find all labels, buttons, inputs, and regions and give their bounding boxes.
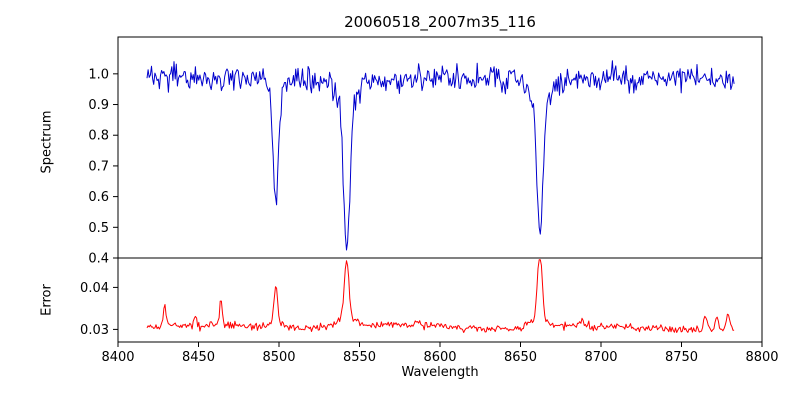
svg-text:8800: 8800 <box>745 350 778 365</box>
svg-text:8450: 8450 <box>182 350 215 365</box>
svg-text:1.0: 1.0 <box>88 67 109 82</box>
svg-text:0.5: 0.5 <box>88 221 109 236</box>
svg-text:0.03: 0.03 <box>80 323 109 338</box>
x-axis-label: Wavelength <box>401 365 479 380</box>
svg-text:8700: 8700 <box>584 350 617 365</box>
svg-text:0.6: 0.6 <box>88 190 109 205</box>
svg-text:0.4: 0.4 <box>88 252 109 267</box>
svg-text:8650: 8650 <box>504 350 537 365</box>
svg-text:0.7: 0.7 <box>88 159 109 174</box>
svg-text:8550: 8550 <box>343 350 376 365</box>
svg-text:0.9: 0.9 <box>88 98 109 113</box>
svg-text:0.04: 0.04 <box>80 281 109 296</box>
svg-text:0.8: 0.8 <box>88 129 109 144</box>
svg-text:8500: 8500 <box>262 350 295 365</box>
svg-text:8400: 8400 <box>101 350 134 365</box>
svg-text:8750: 8750 <box>665 350 698 365</box>
svg-text:8600: 8600 <box>423 350 456 365</box>
chart-title: 20060518_2007m35_116 <box>344 13 536 31</box>
